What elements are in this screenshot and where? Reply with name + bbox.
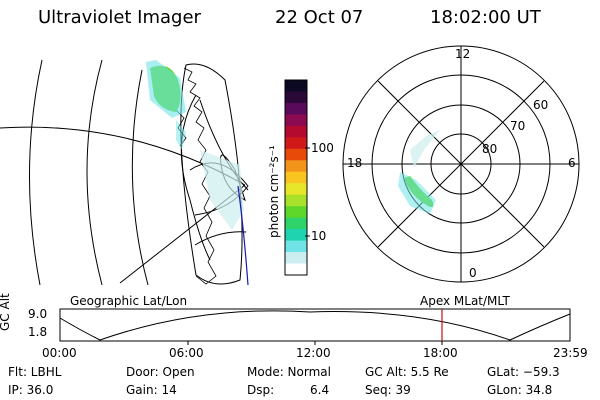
color-scale-band xyxy=(285,160,307,173)
alt-min-label: 1.8 xyxy=(28,325,48,339)
geographic-caption: Geographic Lat/Lon xyxy=(70,294,188,308)
color-scale-band xyxy=(285,137,307,150)
aurora-emission-map xyxy=(146,60,244,230)
mlat-label-60: 60 xyxy=(533,98,549,112)
color-scale-band xyxy=(285,114,307,127)
instrument-title: Ultraviolet Imager xyxy=(38,7,201,28)
mlat-label-80: 80 xyxy=(482,142,498,156)
colorbar-label-100: 100 xyxy=(311,141,334,155)
color-scale-band xyxy=(285,148,307,161)
color-scale-band xyxy=(285,171,307,184)
color-scale-band xyxy=(285,206,307,219)
mode-value: Mode: Normal xyxy=(247,365,331,379)
mlt-label-12: 12 xyxy=(455,47,471,61)
tick-label-2359: 23:59 xyxy=(553,346,588,360)
tick-label-1800: 18:00 xyxy=(423,346,458,360)
mlt-label-18: 18 xyxy=(347,156,363,170)
door-status: Door: Open xyxy=(126,365,195,379)
geographic-latitude: GLat: −59.3 xyxy=(487,365,560,379)
timeline-ylabel: GC Alt xyxy=(0,293,12,331)
colorbar-units-text: photon cm⁻²s⁻¹ xyxy=(267,145,281,238)
color-scale-band xyxy=(285,183,307,196)
mlat-label-70: 70 xyxy=(510,119,526,133)
color-scale-band xyxy=(285,263,307,276)
tick-label-0600: 06:00 xyxy=(169,346,204,360)
color-scale-band xyxy=(285,194,307,207)
color-scale-band xyxy=(285,102,307,115)
color-scale-band xyxy=(285,91,307,104)
mlt-label-6: 6 xyxy=(568,156,576,170)
gc-altitude: GC Alt: 5.5 Re xyxy=(365,365,449,379)
color-scale-band xyxy=(285,252,307,265)
dsp-value: 6.4 xyxy=(310,383,330,397)
color-scale-band xyxy=(285,229,307,242)
alt-max-label: 9.0 xyxy=(28,307,48,321)
altitude-trace xyxy=(59,310,571,341)
mlt-label-0: 0 xyxy=(469,266,477,280)
time-label: 18:02:00 UT xyxy=(430,7,541,28)
color-scale-bar xyxy=(285,80,307,276)
ip-value: IP: 36.0 xyxy=(8,383,54,397)
color-scale-band xyxy=(285,125,307,138)
filter-value: Flt: LBHL xyxy=(8,365,62,379)
polar-plot xyxy=(342,45,580,283)
sequence-number: Seq: 39 xyxy=(365,383,411,397)
tick-label-1200: 12:00 xyxy=(296,346,331,360)
tick-label-0000: 00:00 xyxy=(42,346,77,360)
apex-caption: Apex MLat/MLT xyxy=(420,294,510,308)
color-scale-frame xyxy=(284,79,308,276)
satellite-ground-track xyxy=(237,185,249,286)
colorbar-label-10: 10 xyxy=(311,229,327,243)
polar-aurora-emission xyxy=(398,130,440,214)
gain-value: Gain: 14 xyxy=(126,383,177,397)
color-scale-band xyxy=(285,80,307,92)
date-label: 22 Oct 07 xyxy=(275,7,364,28)
color-scale-band xyxy=(285,217,307,230)
timeline-frame xyxy=(59,308,571,342)
geographic-longitude: GLon: 34.8 xyxy=(487,383,553,397)
color-scale-band xyxy=(285,240,307,253)
dsp-label: Dsp: xyxy=(247,383,275,397)
